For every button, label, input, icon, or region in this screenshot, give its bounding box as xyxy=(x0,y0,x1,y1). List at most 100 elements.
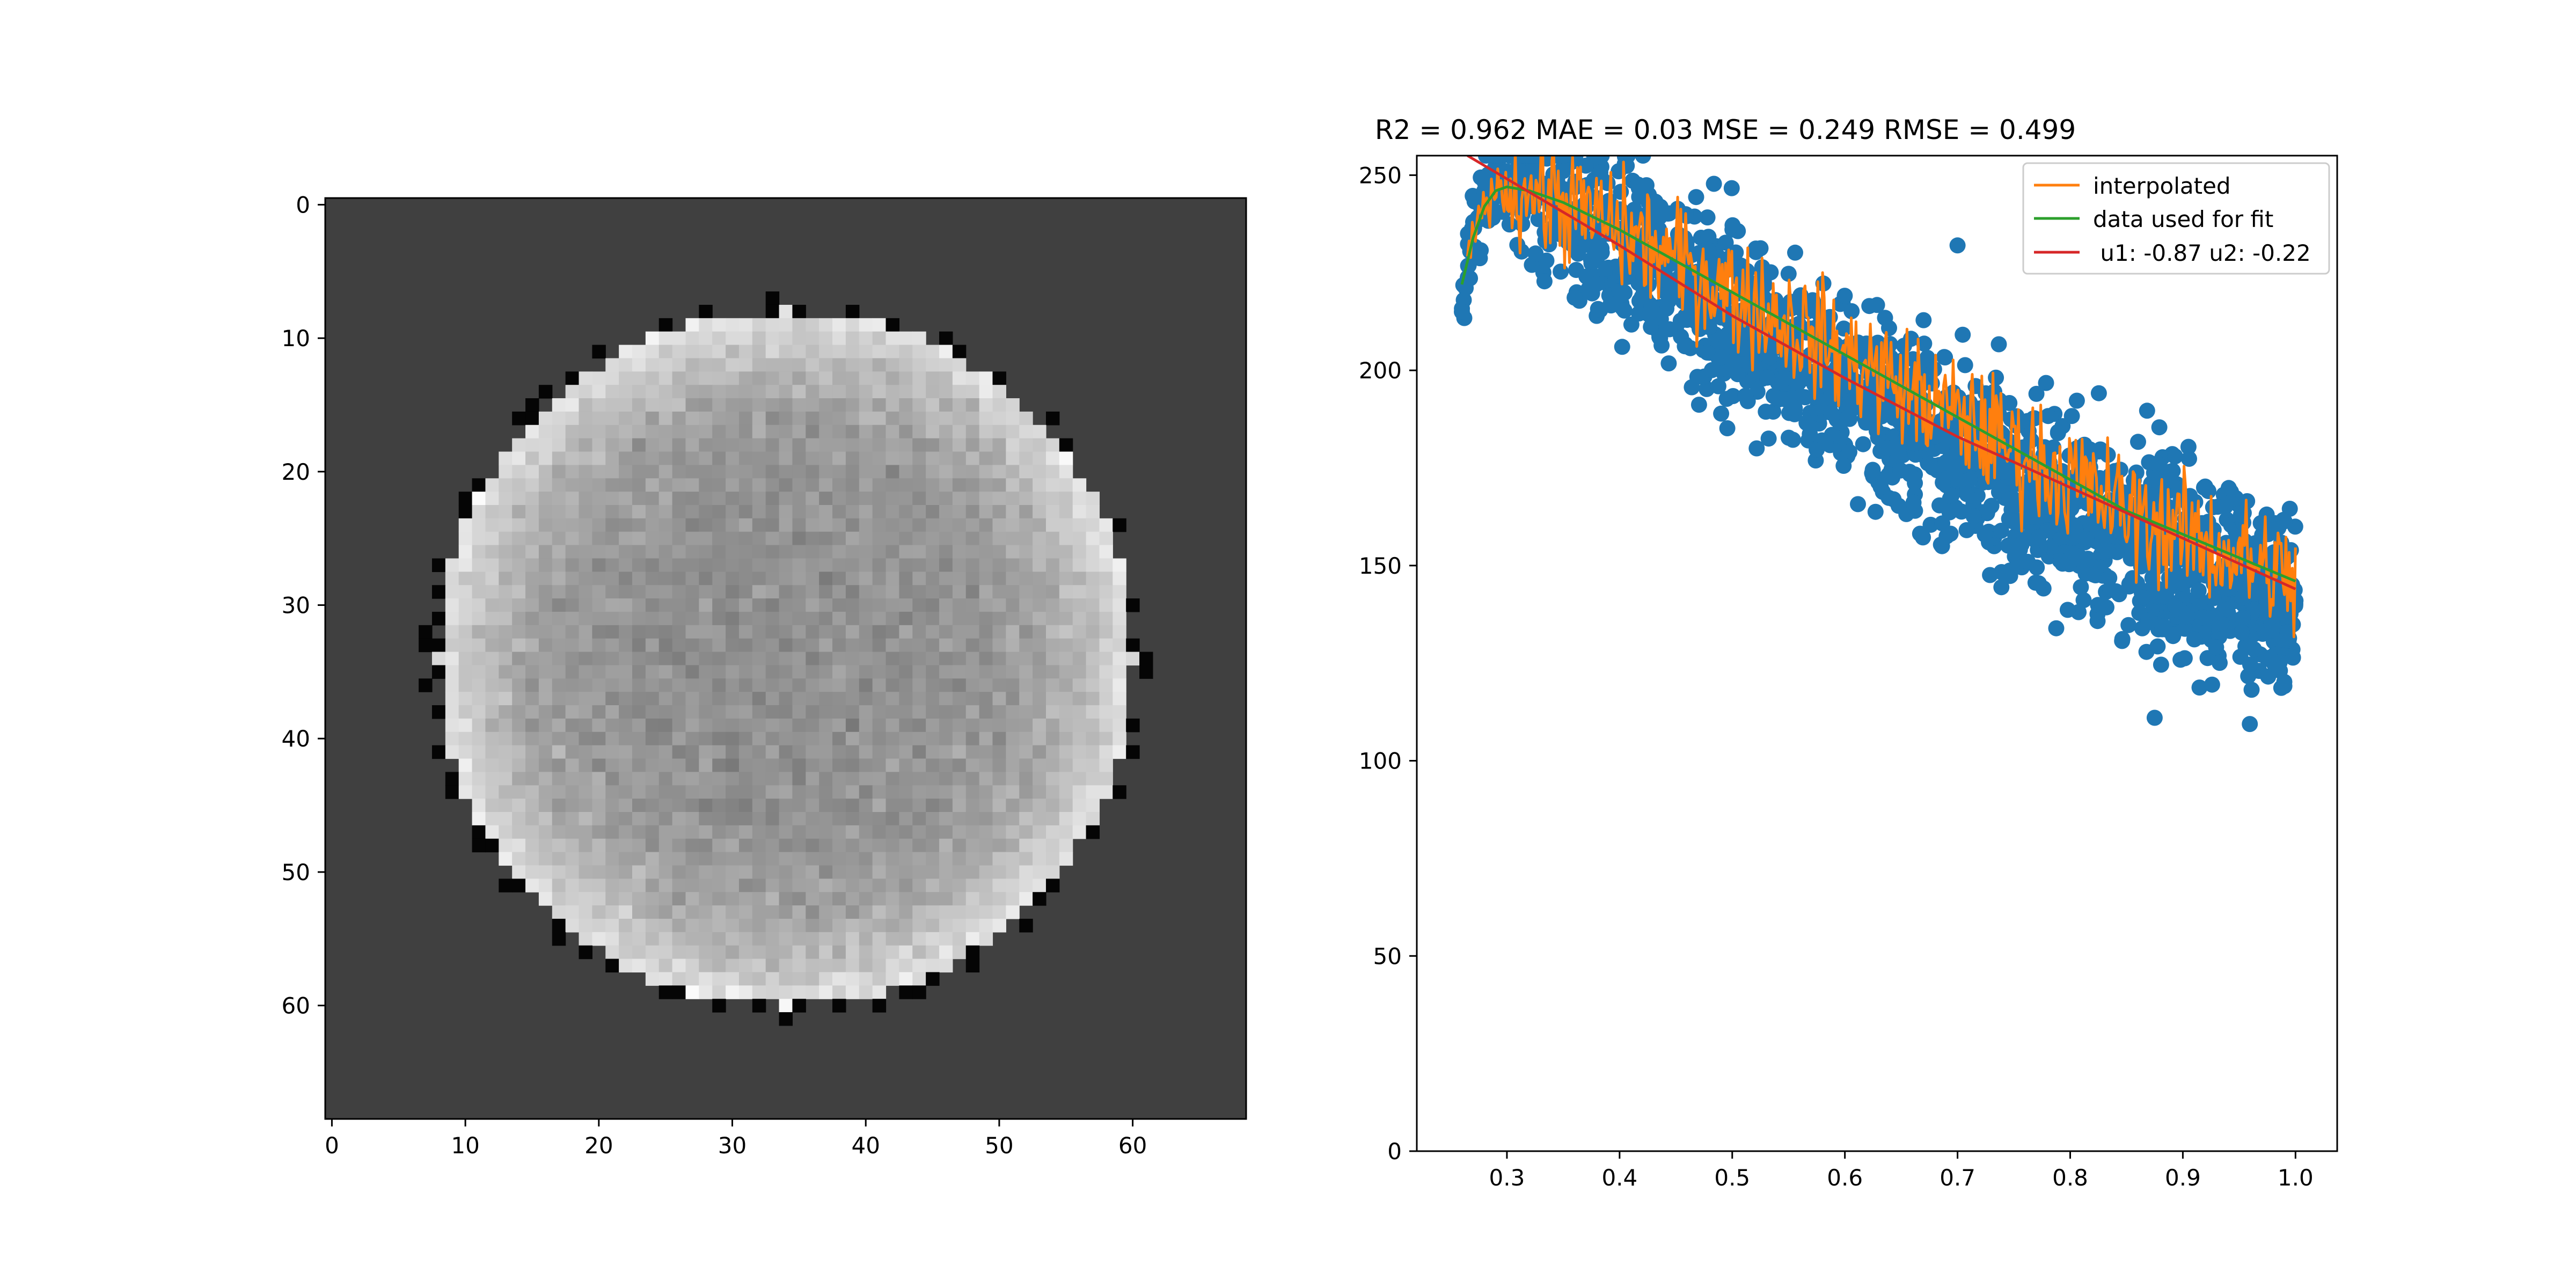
image-pixel xyxy=(899,958,913,973)
image-pixel xyxy=(525,585,539,599)
image-pixel xyxy=(752,478,766,492)
image-pixel xyxy=(472,572,486,586)
image-pixel xyxy=(792,585,806,599)
scatter-point xyxy=(2264,622,2280,639)
image-pixel xyxy=(1072,545,1087,559)
image-pixel xyxy=(726,398,740,412)
image-pixel xyxy=(872,692,887,706)
scatter-point xyxy=(1490,156,1506,164)
image-pixel xyxy=(832,852,846,866)
image-pixel xyxy=(819,745,833,759)
image-pixel xyxy=(579,385,592,399)
image-pixel xyxy=(1019,531,1033,546)
image-pixel xyxy=(939,879,953,892)
image-pixel xyxy=(819,905,833,919)
image-pixel xyxy=(579,518,592,532)
image-pixel xyxy=(592,665,606,679)
image-pixel xyxy=(792,758,806,772)
image-pixel xyxy=(445,638,459,653)
image-pixel xyxy=(806,918,819,933)
image-pixel xyxy=(672,652,686,666)
image-pixel xyxy=(672,518,686,532)
image-pixel xyxy=(565,411,580,426)
image-pixel xyxy=(485,478,499,492)
image-pixel xyxy=(726,638,740,653)
image-pixel xyxy=(1006,398,1020,412)
fit-data-line xyxy=(1460,185,2296,583)
image-pixel xyxy=(992,398,1006,412)
image-pixel xyxy=(752,371,766,385)
image-pixel xyxy=(565,918,580,933)
image-pixel xyxy=(431,665,446,679)
image-pixel xyxy=(926,731,940,746)
image-pixel xyxy=(712,865,726,879)
image-pixel xyxy=(685,972,699,986)
image-pixel xyxy=(579,852,592,866)
image-pixel xyxy=(845,425,860,439)
image-pixel xyxy=(806,812,819,826)
image-pixel xyxy=(939,531,953,546)
image-pixel xyxy=(845,598,860,612)
image-pixel xyxy=(619,425,633,439)
image-pixel xyxy=(1006,451,1020,465)
image-pixel xyxy=(525,772,539,786)
image-pixel xyxy=(872,892,887,906)
chart-title: R2 = 0.962 MAE = 0.03 MSE = 0.249 RMSE =… xyxy=(1375,114,2076,145)
image-pixel xyxy=(592,451,606,465)
image-pixel xyxy=(779,1012,793,1026)
image-pixel xyxy=(832,572,846,586)
image-pixel xyxy=(445,705,459,719)
image-pixel xyxy=(752,932,766,946)
image-pixel xyxy=(726,318,740,332)
series-lines xyxy=(1460,156,2297,639)
image-pixel xyxy=(806,371,819,385)
image-pixel xyxy=(952,652,967,666)
image-pixel xyxy=(859,465,873,479)
image-pixel xyxy=(806,731,819,746)
image-pixel xyxy=(1113,518,1126,532)
image-pixel xyxy=(619,812,633,826)
image-pixel xyxy=(765,825,780,839)
image-pixel xyxy=(525,812,539,826)
image-pixel xyxy=(926,545,940,559)
image-pixel xyxy=(458,505,473,519)
image-pixel xyxy=(672,451,686,465)
image-pixel xyxy=(552,398,566,412)
image-pixel xyxy=(752,438,766,452)
image-pixel xyxy=(499,772,513,786)
image-pixel xyxy=(832,505,846,519)
image-pixel xyxy=(1099,678,1113,692)
scatter-point xyxy=(1935,474,1951,491)
image-pixel xyxy=(658,492,673,506)
image-pixel xyxy=(752,531,766,546)
image-pixel xyxy=(939,411,953,426)
image-pixel xyxy=(738,825,753,839)
image-pixel xyxy=(845,825,860,839)
image-pixel xyxy=(899,611,913,626)
image-pixel xyxy=(885,865,899,879)
image-pixel xyxy=(619,545,633,559)
image-pixel xyxy=(859,785,873,799)
image-pixel xyxy=(819,451,833,465)
image-pixel xyxy=(1033,478,1046,492)
image-pixel xyxy=(752,598,766,612)
image-pixel xyxy=(1099,545,1113,559)
image-pixel xyxy=(752,799,766,813)
scatter-point xyxy=(1660,355,1677,372)
scatter-point xyxy=(1635,156,1651,164)
image-pixel xyxy=(992,665,1006,679)
image-pixel xyxy=(512,625,526,639)
image-pixel xyxy=(965,838,980,853)
image-pixel xyxy=(605,838,619,853)
image-pixel xyxy=(472,638,486,653)
image-pixel xyxy=(1086,718,1100,733)
image-pixel xyxy=(1072,625,1087,639)
image-frame xyxy=(324,197,1247,1120)
image-pixel xyxy=(792,705,806,719)
image-pixel xyxy=(619,572,633,586)
image-pixel xyxy=(738,905,753,919)
scatter-point xyxy=(1843,303,1860,319)
scatter-point xyxy=(1835,458,1852,474)
image-pixel xyxy=(912,398,926,412)
image-pixel xyxy=(765,505,780,519)
